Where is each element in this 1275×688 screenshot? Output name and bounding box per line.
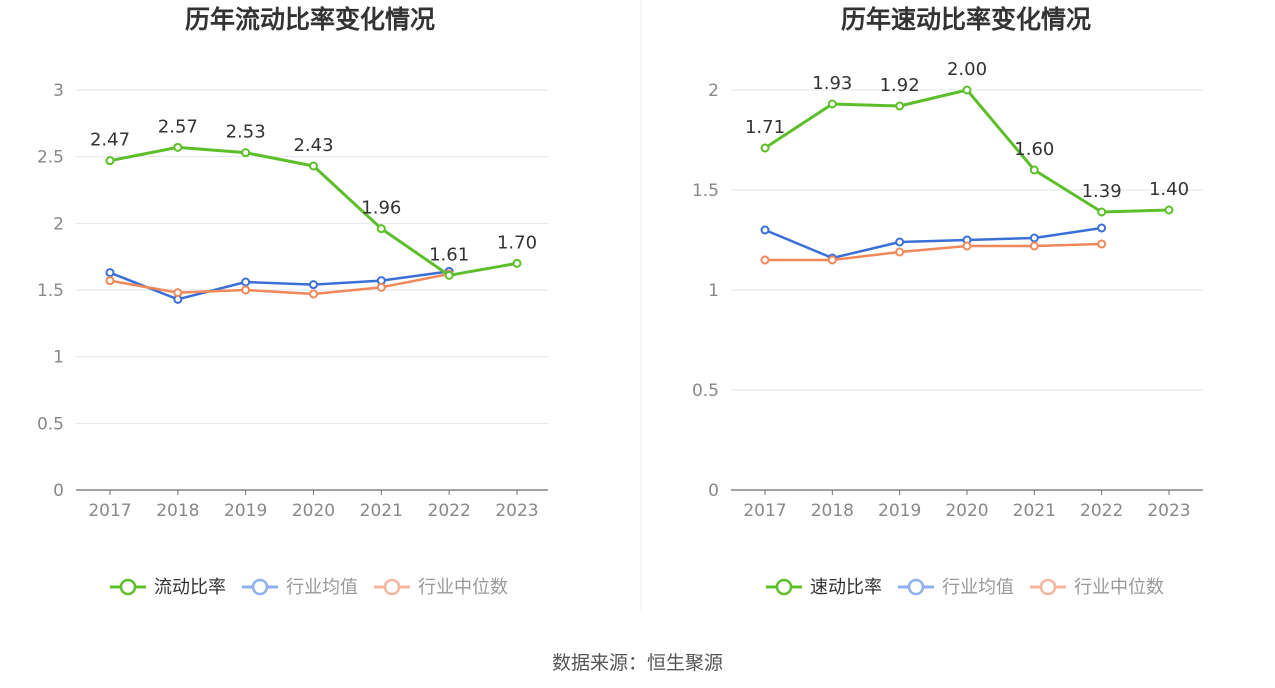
chart1-data-label: 2.43 [293, 135, 333, 156]
chart2-series-median-point [895, 247, 905, 257]
chart2-series-avg-point [760, 225, 770, 235]
chart1-y-tick-label: 0 [53, 481, 64, 501]
chart2-data-label: 1.60 [1014, 139, 1054, 160]
chart1-legend-avg-marker [251, 578, 269, 596]
chart2-x-tick-label: 2021 [1013, 501, 1056, 521]
chart1-y-tick-label: 0.5 [37, 414, 64, 434]
chart1-series-main-point [241, 148, 251, 158]
chart1-legend-main-label: 流动比率 [154, 577, 226, 598]
chart1-data-label: 1.61 [429, 244, 469, 265]
chart1-y-tick-label: 2 [53, 214, 64, 234]
chart2-data-label: 1.39 [1082, 181, 1122, 202]
chart1-x-tick-label: 2019 [224, 501, 267, 521]
chart2-y-tick-label: 2 [708, 81, 719, 101]
chart2-series-avg-point [1029, 233, 1039, 243]
chart2-legend-avg-marker [907, 578, 925, 596]
chart2-x-tick-label: 2017 [743, 501, 786, 521]
chart2-x-tick-label: 2018 [811, 501, 854, 521]
data-source-note: 数据来源：恒生聚源 [551, 652, 723, 674]
chart2-x-tick-label: 2022 [1080, 501, 1123, 521]
chart2-legend-avg-label: 行业均值 [942, 577, 1014, 598]
chart2-legend-main-label: 速动比率 [810, 577, 882, 598]
chart2-series-main-point [1029, 165, 1039, 175]
chart2-series-median-point [962, 241, 972, 251]
chart1-series-main-point [376, 224, 386, 234]
chart2-data-label: 2.00 [947, 59, 987, 80]
chart2-legend-median-label: 行业中位数 [1074, 577, 1164, 598]
chart1-series-avg-point [308, 280, 318, 290]
chart2-x-tick-label: 2023 [1147, 501, 1190, 521]
chart1-x-tick-label: 2023 [495, 501, 538, 521]
chart2-x-tick-label: 2019 [878, 501, 921, 521]
chart1-series-median-point [241, 285, 251, 295]
chart2-legend-median-marker [1039, 578, 1057, 596]
chart1-series-main-point [444, 270, 454, 280]
chart1-y-tick-label: 2.5 [37, 148, 64, 168]
chart2-data-label: 1.92 [880, 75, 920, 96]
chart2-series-median-point [827, 255, 837, 265]
chart1-x-tick-label: 2017 [88, 501, 131, 521]
chart1-data-label: 2.53 [226, 122, 266, 143]
chart2-series-median-point [1097, 239, 1107, 249]
chart1-series-avg-line [109, 270, 450, 301]
chart2-series-median-point [760, 255, 770, 265]
chart1-title: 历年流动比率变化情况 [185, 5, 435, 34]
chart2-data-label: 1.71 [745, 117, 785, 138]
chart1-legend-avg-label: 行业均值 [286, 577, 358, 598]
chart1-series-median-point [376, 282, 386, 292]
chart2-x-tick-label: 2020 [945, 501, 988, 521]
chart2-series-median-point [1029, 241, 1039, 251]
chart2-series-main-point [1097, 207, 1107, 217]
chart2-legend-main-marker [775, 578, 793, 596]
chart1-y-tick-label: 3 [53, 81, 64, 101]
chart1-data-label: 1.96 [361, 198, 401, 219]
chart2-series-main-point [962, 85, 972, 95]
chart1-x-tick-label: 2018 [156, 501, 199, 521]
chart1-series-median-point [173, 288, 183, 298]
chart2-data-label: 1.93 [812, 73, 852, 94]
chart2-series-avg-line [764, 226, 1102, 260]
chart2-series-main-point [895, 101, 905, 111]
chart2-title: 历年速动比率变化情况 [841, 5, 1091, 34]
chart2-series-median-line [765, 242, 1102, 262]
chart1-legend-median-label: 行业中位数 [418, 577, 508, 598]
chart2-series-main-point [760, 143, 770, 153]
chart1-data-label: 2.47 [90, 130, 130, 151]
chart1-x-tick-label: 2021 [360, 501, 403, 521]
chart1-legend-median-marker [383, 578, 401, 596]
chart2-y-tick-label: 0.5 [692, 381, 719, 401]
chart1-series-main-point [512, 258, 522, 268]
chart1-series-main-point [105, 156, 115, 166]
chart1-series-median-point [308, 289, 318, 299]
chart2-series-main-point [827, 99, 837, 109]
chart2-y-tick-label: 1.5 [692, 181, 719, 201]
chart1-series-median-line [109, 272, 450, 296]
chart2-y-tick-label: 0 [708, 481, 719, 501]
chart1-data-label: 2.57 [158, 116, 198, 137]
chart2-series-main-point [1164, 205, 1174, 215]
chart1-series-main-point [173, 142, 183, 152]
chart1-legend-main-marker [119, 578, 137, 596]
chart1-x-tick-label: 2020 [292, 501, 335, 521]
chart1-series-median-point [105, 276, 115, 286]
chart1-y-tick-label: 1 [53, 348, 64, 368]
chart2-data-label: 1.40 [1149, 179, 1189, 200]
chart2-series-avg-point [1097, 223, 1107, 233]
chart1-series-avg-point [241, 277, 251, 287]
chart1-data-label: 1.70 [497, 232, 537, 253]
chart2-series-avg-point [895, 237, 905, 247]
chart1-series-avg-point [105, 268, 115, 278]
chart2-y-tick-label: 1 [708, 281, 719, 301]
chart1-x-tick-label: 2022 [428, 501, 471, 521]
chart1-y-tick-label: 1.5 [37, 281, 64, 301]
chart1-series-main-point [308, 161, 318, 171]
